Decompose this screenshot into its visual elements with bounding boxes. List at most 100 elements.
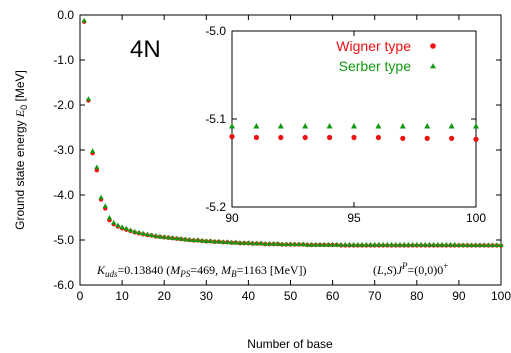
point-serber: [409, 241, 416, 247]
point-serber: [308, 241, 315, 247]
point-wigner: [278, 134, 284, 141]
point-serber: [94, 164, 100, 170]
point-serber: [397, 241, 403, 247]
point-serber: [266, 241, 273, 246]
point-serber: [119, 224, 125, 230]
point-wigner: [424, 135, 430, 141]
point-serber: [351, 241, 357, 247]
point-serber: [111, 219, 117, 225]
point-serber: [277, 123, 284, 129]
y-axis-label: Ground state energy E0 [MeV]: [13, 70, 29, 230]
point-serber: [376, 241, 382, 247]
point-serber: [326, 123, 333, 129]
point-serber: [229, 123, 235, 129]
point-wigner: [253, 134, 259, 141]
x-tick-label: 30: [200, 289, 214, 303]
x-tick-label: 10: [115, 289, 129, 303]
y-tick-label: -5.2: [205, 200, 226, 214]
point-serber: [338, 241, 344, 247]
point-serber: [363, 241, 369, 247]
point-serber: [296, 241, 302, 247]
point-serber: [477, 242, 483, 248]
point-serber: [422, 241, 428, 247]
point-serber: [443, 241, 449, 247]
x-tick-label: 90: [225, 211, 239, 225]
point-serber: [283, 241, 289, 247]
main-series-marks: [81, 17, 504, 248]
point-serber: [388, 241, 395, 247]
point-serber: [191, 237, 197, 243]
point-serber: [140, 230, 146, 236]
point-serber: [473, 123, 479, 129]
inset-plot-background: [232, 31, 476, 207]
point-serber: [473, 242, 479, 248]
y-tick-label: -5.1: [205, 112, 226, 126]
point-wigner: [473, 136, 479, 142]
y-tick-label: -3.0: [53, 143, 74, 157]
point-serber: [342, 241, 348, 247]
x-tick-label: 70: [368, 289, 382, 303]
point-wigner: [449, 135, 455, 141]
x-tick-label: 95: [347, 211, 361, 225]
point-serber: [302, 123, 309, 129]
point-serber: [334, 241, 340, 247]
y-tick-label: -1.0: [53, 53, 74, 67]
point-serber: [174, 235, 180, 241]
y-tick-label: -4.0: [53, 188, 74, 202]
legend-marker-serber: [430, 63, 436, 69]
point-serber: [182, 236, 188, 242]
point-serber: [161, 234, 167, 239]
point-serber: [346, 241, 353, 247]
point-serber: [401, 241, 407, 247]
inset-series-marks: [229, 123, 479, 142]
main-axis-ticks: 0 10 20 30 40 50 60 70 80 90 100 0.0 -1.0 -2.0 -3.0 -4.…: [53, 8, 511, 303]
point-serber: [485, 242, 491, 248]
point-serber: [452, 241, 458, 247]
point-serber: [292, 241, 298, 247]
y-tick-label: -2.0: [53, 98, 74, 112]
point-serber: [102, 203, 108, 208]
y-tick-label: 0.0: [57, 8, 74, 22]
point-serber: [212, 238, 218, 244]
point-serber: [245, 240, 251, 245]
x-tick-label: 0: [77, 289, 84, 303]
legend-label-wigner: Wigner type: [336, 38, 411, 54]
point-serber: [418, 241, 424, 247]
point-serber: [321, 241, 327, 247]
point-serber: [489, 242, 496, 248]
x-tick-label: 100: [491, 289, 511, 303]
point-serber: [233, 239, 239, 245]
point-serber: [367, 241, 374, 247]
point-serber: [136, 229, 142, 235]
point-serber: [258, 240, 264, 246]
point-serber: [468, 242, 475, 248]
point-serber: [81, 17, 87, 23]
legend-label-serber: Serber type: [339, 58, 412, 74]
inset-axis-ticks: 90 95 100 -5.0 -5.1 -5.2: [205, 24, 486, 225]
point-serber: [115, 222, 121, 228]
point-serber: [279, 241, 285, 247]
point-serber: [106, 214, 113, 220]
point-serber: [85, 96, 92, 101]
point-serber: [287, 241, 294, 247]
point-serber: [414, 241, 420, 247]
point-serber: [460, 242, 466, 248]
point-serber: [253, 123, 260, 129]
point-serber: [195, 237, 201, 243]
point-serber: [144, 231, 150, 237]
point-serber: [431, 241, 437, 247]
y-tick-label: -6.0: [53, 278, 74, 292]
point-serber: [405, 241, 411, 247]
point-serber: [170, 235, 176, 240]
point-serber: [393, 241, 399, 247]
point-serber: [375, 123, 382, 129]
point-serber: [435, 241, 441, 247]
legend: Wigner type Serber type: [336, 38, 436, 74]
point-serber: [250, 240, 256, 246]
point-serber: [186, 236, 193, 242]
point-serber: [494, 242, 500, 248]
point-serber: [456, 242, 462, 248]
point-serber: [498, 242, 504, 248]
point-serber: [439, 241, 445, 247]
point-serber: [399, 123, 406, 129]
